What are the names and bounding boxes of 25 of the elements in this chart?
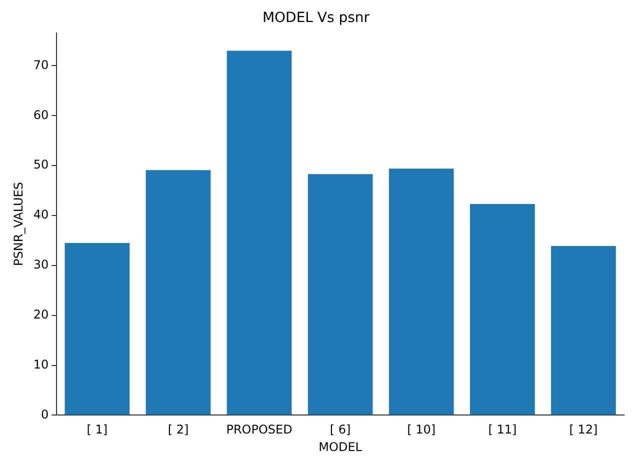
- y-tick-label: 60: [33, 108, 49, 122]
- x-tick-label: [ 1]: [86, 422, 108, 437]
- y-tick-label: 10: [33, 357, 49, 372]
- y-tick-label: 70: [33, 58, 49, 72]
- x-tick-label: [ 12]: [569, 422, 598, 437]
- bar: [470, 204, 535, 415]
- x-tick-label: [ 10]: [407, 422, 436, 437]
- y-tick-label: 0: [41, 407, 49, 422]
- x-tick-label: [ 11]: [488, 422, 517, 437]
- x-tick-label: [ 6]: [330, 422, 351, 437]
- y-tick-label: 30: [33, 258, 49, 272]
- bar: [551, 246, 616, 415]
- bar: [64, 242, 130, 415]
- chart-title: MODEL Vs psnr: [262, 10, 370, 26]
- y-axis-title: PSNR_VALUES: [11, 182, 26, 266]
- y-tick-label: 50: [33, 158, 49, 172]
- y-tick-label: 40: [33, 208, 49, 222]
- bar: [226, 50, 292, 415]
- bar: [388, 168, 454, 415]
- y-tick-label: 20: [33, 307, 49, 322]
- bar: [146, 170, 211, 415]
- bar: [308, 174, 373, 415]
- x-tick-label: [ 2]: [168, 422, 189, 437]
- x-axis-title: MODEL: [318, 440, 362, 454]
- x-tick-label: PROPOSED: [226, 422, 292, 437]
